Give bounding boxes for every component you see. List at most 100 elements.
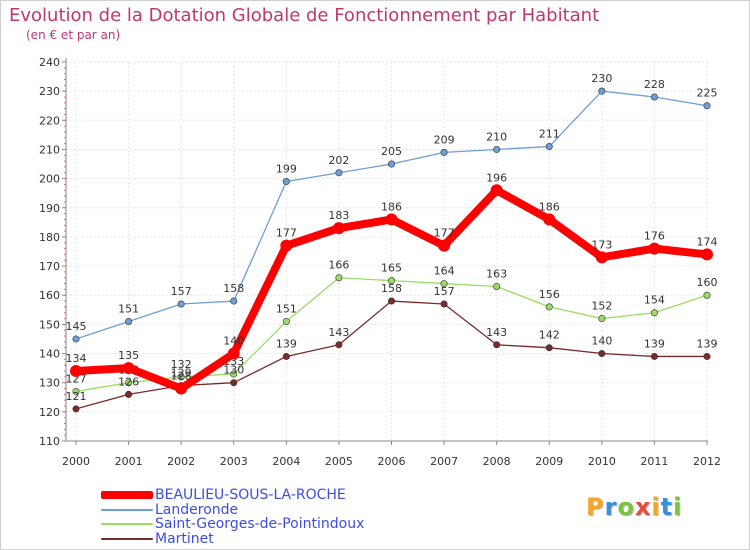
data-label: 196 [486, 171, 507, 184]
data-label: 166 [328, 259, 349, 272]
data-point [701, 248, 713, 261]
chart-subtitle: (en € et par an) [26, 28, 121, 42]
data-point [543, 213, 556, 226]
data-point [282, 352, 290, 360]
x-tick-label: 2000 [62, 455, 90, 468]
logo-letter: x [634, 493, 652, 521]
data-label: 160 [697, 276, 718, 289]
y-tick-label: 200 [39, 173, 60, 186]
data-point [227, 347, 240, 360]
data-label: 199 [276, 163, 297, 176]
legend-swatch-landeronde [101, 509, 153, 511]
data-label: 143 [486, 326, 507, 339]
data-label: 225 [697, 87, 718, 100]
data-point [280, 239, 293, 252]
data-label: 176 [644, 230, 665, 243]
data-label: 121 [66, 390, 87, 403]
data-label: 209 [434, 133, 455, 146]
data-label: 140 [591, 335, 612, 348]
data-point [545, 143, 553, 151]
data-label: 228 [644, 78, 665, 91]
data-label: 156 [539, 288, 560, 301]
data-label: 174 [697, 235, 718, 248]
data-label: 126 [118, 375, 139, 388]
data-label: 183 [328, 209, 349, 222]
data-point [72, 335, 80, 343]
data-point [335, 274, 343, 282]
data-point [598, 315, 606, 323]
y-tick-label: 190 [39, 202, 60, 215]
y-tick-label: 220 [39, 114, 60, 127]
y-tick-label: 210 [39, 143, 60, 156]
data-label: 177 [276, 227, 297, 240]
data-label: 139 [276, 337, 297, 350]
y-tick-label: 150 [39, 318, 60, 331]
data-point [385, 213, 398, 226]
data-label: 158 [381, 282, 402, 295]
data-point [490, 184, 503, 197]
legend-item-saint-georges: Saint-Georges-de-Pointindoux [101, 516, 364, 532]
data-label: 173 [591, 238, 612, 251]
data-label: 134 [66, 352, 87, 365]
data-label: 143 [328, 326, 349, 339]
data-label: 205 [381, 145, 402, 158]
data-point [545, 303, 553, 311]
data-label: 152 [591, 300, 612, 313]
logo-letter: i [651, 493, 661, 521]
data-label: 132 [171, 358, 192, 371]
data-point [650, 309, 658, 317]
data-label: 186 [381, 200, 402, 213]
y-tick-label: 120 [39, 406, 60, 419]
logo-letter: i [673, 493, 683, 521]
data-point [493, 282, 501, 290]
data-label: 158 [223, 282, 244, 295]
data-point [650, 352, 658, 360]
logo-letter: P [586, 493, 605, 521]
data-point [595, 251, 608, 264]
logo-letter: r [604, 493, 618, 521]
x-tick-label: 2011 [640, 455, 668, 468]
data-label: 163 [486, 267, 507, 280]
legend-swatch-saint-georges [101, 523, 153, 525]
data-label: 139 [697, 337, 718, 350]
data-point [122, 362, 135, 375]
data-label: 210 [486, 130, 507, 143]
data-point [230, 379, 238, 387]
logo-letter: t [660, 493, 674, 521]
data-point [545, 344, 553, 352]
chart-title: Evolution de la Dotation Globale de Fonc… [9, 5, 600, 26]
y-tick-label: 240 [39, 56, 60, 69]
data-point [335, 341, 343, 349]
data-point [70, 365, 82, 378]
data-label: 135 [118, 349, 139, 362]
legend-label-landeronde: Landeronde [155, 502, 239, 518]
data-label: 186 [539, 200, 560, 213]
data-point [650, 93, 658, 101]
data-point [440, 280, 448, 288]
data-label: 202 [328, 154, 349, 167]
x-tick-label: 2005 [325, 455, 353, 468]
x-tick-label: 2004 [272, 455, 300, 468]
y-tick-label: 130 [39, 377, 60, 390]
data-label: 139 [644, 337, 665, 350]
data-point [125, 379, 133, 387]
data-point [387, 160, 395, 168]
data-point [125, 317, 133, 325]
x-tick-label: 2012 [693, 455, 721, 468]
logo-letter: o [617, 493, 635, 521]
x-tick-label: 2010 [588, 455, 616, 468]
legend-label-saint-georges: Saint-Georges-de-Pointindoux [155, 516, 365, 532]
data-label: 211 [539, 128, 560, 141]
data-label: 157 [434, 285, 455, 298]
x-tick-label: 2006 [378, 455, 406, 468]
data-point [703, 102, 711, 110]
data-point [335, 169, 343, 177]
legend-label-beaulieu: BEAULIEU-SOUS-LA-ROCHE [155, 487, 346, 503]
data-point [282, 178, 290, 186]
data-label: 130 [223, 364, 244, 377]
data-label: 142 [539, 329, 560, 342]
data-point [282, 317, 290, 325]
data-point [493, 341, 501, 349]
data-label: 129 [171, 367, 192, 380]
